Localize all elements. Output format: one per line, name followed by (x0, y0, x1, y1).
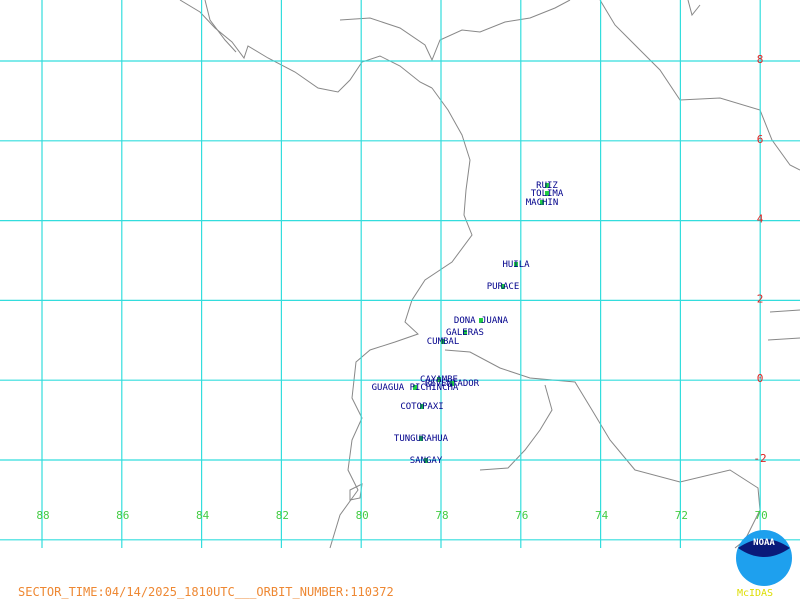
lon-label: 76 (515, 509, 528, 522)
volcano-label: GALERAS (446, 328, 484, 338)
volcano-label: HUILA (502, 260, 530, 270)
volcano-marker (450, 381, 454, 386)
volcano-marker (424, 458, 428, 463)
coastline (179, 0, 433, 93)
lat-label: -2 (753, 452, 766, 465)
volcano-marker (419, 436, 423, 441)
volcano-label: SANGAY (410, 456, 443, 466)
footer: SECTOR_TIME:04/14/2025_1810UTC___ORBIT_N… (18, 585, 394, 599)
volcano-marker (479, 318, 483, 323)
volcano-marker (545, 183, 549, 188)
coastline (349, 483, 363, 501)
lon-label: 78 (435, 509, 448, 522)
volcano-label: GUAGUA PICHINCHA (372, 383, 459, 393)
volcano-label: MACHIN (526, 198, 559, 208)
coastline (479, 384, 553, 471)
volcano-label: TOLIMA (531, 189, 564, 199)
volcano-label: COTOPAXI (400, 402, 443, 412)
volcano-marker (545, 191, 549, 196)
logo-text: NOAA (753, 538, 775, 548)
volcano-marker (501, 284, 505, 289)
volcano-marker (540, 200, 544, 205)
lon-label: 74 (595, 509, 609, 522)
volcano-marker (463, 330, 467, 335)
coastline (687, 0, 701, 17)
logo-bird (738, 539, 790, 557)
volcano-label: CAYAMBE (420, 375, 458, 385)
volcano-label: PURACE (487, 282, 520, 292)
lat-label: 6 (757, 133, 764, 146)
coastlines (179, 0, 800, 549)
lat-label: 0 (757, 372, 764, 385)
coastline (767, 309, 800, 341)
coastline (204, 0, 237, 53)
lon-label: 84 (196, 509, 210, 522)
coastline (339, 0, 571, 62)
lon-label: 72 (675, 509, 688, 522)
lon-label: 70 (755, 509, 768, 522)
coastline (329, 87, 473, 549)
lat-label: 2 (757, 292, 764, 305)
volcano-label: CUMBAL (427, 337, 460, 347)
brand: McIDAS (737, 588, 773, 599)
noaa-logo: NOAA (736, 530, 792, 586)
volcano-label: RUIZ (536, 181, 558, 191)
volcano-label: DONA JUANA (454, 316, 509, 326)
volcano-label: REVENTADOR (425, 379, 480, 389)
volcano-marker (437, 377, 441, 382)
lat-label: 4 (757, 213, 764, 226)
volcano-marker (413, 385, 417, 390)
lon-label: 86 (116, 509, 129, 522)
graticule (0, 0, 800, 548)
volcano-label: TUNGURAHUA (394, 434, 449, 444)
lon-label: 80 (356, 509, 369, 522)
lat-label: 8 (757, 53, 764, 66)
lon-label: 82 (276, 509, 289, 522)
lon-label: 88 (36, 509, 49, 522)
volcano-marker (514, 262, 518, 267)
volcano-marker (441, 339, 445, 344)
coastline (599, 0, 800, 171)
volcano-marker (420, 404, 424, 409)
